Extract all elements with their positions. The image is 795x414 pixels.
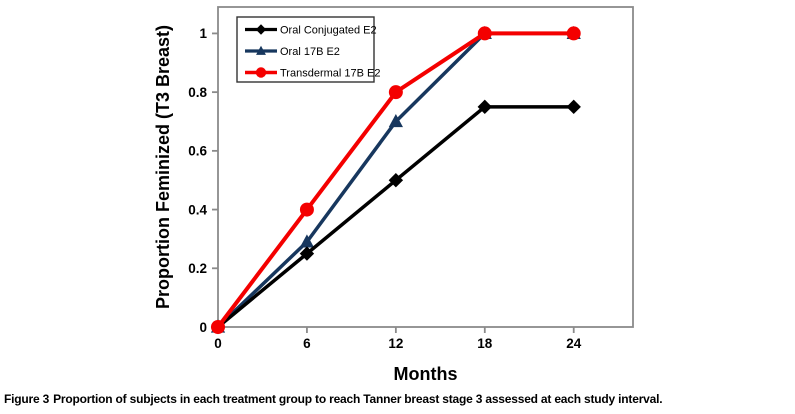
x-axis-title: Months <box>394 364 458 384</box>
legend: Oral Conjugated E2 Oral 17B E2 Transdermal… <box>236 16 380 83</box>
feminization-line-chart: 0 6 12 18 24 0 0.2 0.4 0.6 0.8 1 Oral Conjugated E2… <box>153 6 634 384</box>
marker-circle <box>255 67 267 78</box>
legend-item-label: Transdermal 17B E2 <box>280 68 380 80</box>
y-tick-label: 0.2 <box>188 261 207 276</box>
y-tick-label: 0.8 <box>188 85 207 100</box>
x-tick-label: 18 <box>477 336 493 351</box>
figure-caption: Figure 3 Proportion of subjects in each t… <box>4 392 792 406</box>
series-line <box>216 105 574 329</box>
legend-item-label: Oral Conjugated E2 <box>280 25 377 37</box>
marker-triangle <box>388 113 403 128</box>
marker-circle <box>566 26 581 41</box>
marker-triangle <box>299 234 315 248</box>
marker-circle <box>477 26 492 41</box>
series-oral-conjugated-e2 <box>210 99 581 335</box>
marker-diamond <box>477 99 492 115</box>
y-tick-label: 0 <box>199 320 207 335</box>
y-tick-label: 0.6 <box>188 144 207 159</box>
marker-circle <box>388 85 403 100</box>
y-tick-label: 1 <box>199 26 207 41</box>
marker-diamond <box>566 99 581 115</box>
x-tick-label: 6 <box>303 336 311 351</box>
marker-circle <box>211 320 225 334</box>
x-tick-label: 12 <box>388 336 403 351</box>
y-axis-title: Proportion Feminized (T3 Breast) <box>153 25 173 309</box>
series-transdermal-17b-e2 <box>211 26 581 334</box>
x-tick-label: 24 <box>566 336 582 351</box>
figure-caption-label: Figure 3 <box>4 392 50 406</box>
marker-diamond <box>388 173 404 188</box>
plot-border <box>217 6 634 328</box>
marker-circle <box>299 202 314 217</box>
figure-caption-text: Proportion of subjects in each treatment… <box>53 392 663 406</box>
marker-diamond <box>299 246 315 261</box>
x-tick-label: 0 <box>214 336 222 351</box>
legend-item: Oral Conjugated E2 <box>245 24 377 37</box>
legend-item: Oral 17B E2 <box>245 45 340 58</box>
marker-diamond <box>255 24 267 35</box>
y-tick-label: 0.4 <box>188 202 207 217</box>
marker-triangle <box>256 45 266 55</box>
legend-item: Transdermal 17B E2 <box>245 67 380 80</box>
legend-item-label: Oral 17B E2 <box>280 46 340 58</box>
